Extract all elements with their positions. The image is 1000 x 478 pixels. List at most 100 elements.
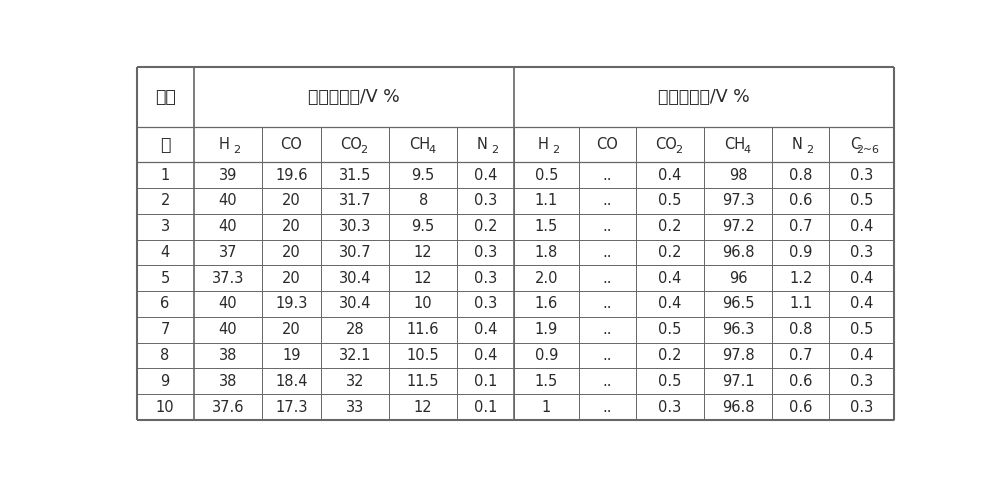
Text: 40: 40: [218, 194, 237, 208]
Text: CO: CO: [596, 137, 618, 152]
Text: 1.1: 1.1: [789, 296, 812, 312]
Text: 2.0: 2.0: [535, 271, 558, 286]
Text: 1.6: 1.6: [535, 296, 558, 312]
Text: 0.4: 0.4: [850, 348, 873, 363]
Text: 例: 例: [160, 136, 170, 154]
Text: 20: 20: [282, 219, 301, 234]
Text: ..: ..: [603, 322, 612, 337]
Text: ..: ..: [603, 296, 612, 312]
Text: 0.5: 0.5: [850, 194, 873, 208]
Text: 1.9: 1.9: [535, 322, 558, 337]
Text: 5: 5: [160, 271, 170, 286]
Text: 20: 20: [282, 322, 301, 337]
Text: 2: 2: [807, 145, 814, 155]
Text: 19: 19: [282, 348, 301, 363]
Text: CO: CO: [655, 137, 677, 152]
Text: 0.6: 0.6: [789, 194, 813, 208]
Text: 0.3: 0.3: [850, 245, 873, 260]
Text: 0.2: 0.2: [474, 219, 498, 234]
Text: 0.4: 0.4: [850, 296, 873, 312]
Text: 97.1: 97.1: [722, 374, 755, 389]
Text: 0.4: 0.4: [474, 348, 497, 363]
Text: 4: 4: [744, 145, 751, 155]
Text: 0.5: 0.5: [658, 194, 682, 208]
Text: 2: 2: [361, 145, 368, 155]
Text: 1: 1: [542, 400, 551, 414]
Text: 11.6: 11.6: [407, 322, 439, 337]
Text: 0.3: 0.3: [474, 296, 497, 312]
Text: 1.5: 1.5: [535, 374, 558, 389]
Text: 37.6: 37.6: [211, 400, 244, 414]
Text: 2: 2: [552, 145, 559, 155]
Text: 9: 9: [160, 374, 170, 389]
Text: N: N: [792, 137, 802, 152]
Text: 2: 2: [492, 145, 499, 155]
Text: 0.4: 0.4: [850, 271, 873, 286]
Text: 40: 40: [218, 322, 237, 337]
Text: 1.8: 1.8: [535, 245, 558, 260]
Text: 0.9: 0.9: [535, 348, 558, 363]
Text: 0.7: 0.7: [789, 219, 813, 234]
Text: ..: ..: [603, 168, 612, 183]
Text: 0.6: 0.6: [789, 400, 813, 414]
Text: CH: CH: [409, 137, 430, 152]
Text: 3: 3: [161, 219, 170, 234]
Text: N: N: [476, 137, 487, 152]
Text: ..: ..: [603, 194, 612, 208]
Text: 96.8: 96.8: [722, 245, 754, 260]
Text: 0.3: 0.3: [850, 374, 873, 389]
Text: 6: 6: [160, 296, 170, 312]
Text: 0.5: 0.5: [658, 374, 682, 389]
Text: 31.5: 31.5: [339, 168, 371, 183]
Text: 2: 2: [160, 194, 170, 208]
Text: 7: 7: [160, 322, 170, 337]
Text: 8: 8: [160, 348, 170, 363]
Text: 0.1: 0.1: [474, 374, 497, 389]
Text: 4: 4: [429, 145, 436, 155]
Text: 20: 20: [282, 271, 301, 286]
Text: 0.2: 0.2: [658, 348, 682, 363]
Text: 12: 12: [414, 271, 432, 286]
Text: 97.8: 97.8: [722, 348, 755, 363]
Text: 0.3: 0.3: [850, 400, 873, 414]
Text: 0.6: 0.6: [789, 374, 813, 389]
Text: 原料气组成/V %: 原料气组成/V %: [308, 88, 400, 106]
Text: 30.4: 30.4: [339, 296, 371, 312]
Text: 12: 12: [414, 400, 432, 414]
Text: 17.3: 17.3: [275, 400, 308, 414]
Text: 96.3: 96.3: [722, 322, 754, 337]
Text: 0.4: 0.4: [658, 168, 682, 183]
Text: 30.7: 30.7: [339, 245, 371, 260]
Text: 33: 33: [346, 400, 364, 414]
Text: ..: ..: [603, 219, 612, 234]
Text: CH: CH: [724, 137, 745, 152]
Text: 19.6: 19.6: [275, 168, 308, 183]
Text: 9.5: 9.5: [412, 168, 435, 183]
Text: 0.4: 0.4: [658, 296, 682, 312]
Text: 0.8: 0.8: [789, 168, 813, 183]
Text: CO: CO: [340, 137, 362, 152]
Text: H: H: [218, 137, 229, 152]
Text: 12: 12: [414, 245, 432, 260]
Text: 2: 2: [676, 145, 683, 155]
Text: 0.4: 0.4: [850, 219, 873, 234]
Text: 19.3: 19.3: [275, 296, 307, 312]
Text: 0.3: 0.3: [850, 168, 873, 183]
Text: 4: 4: [160, 245, 170, 260]
Text: 0.5: 0.5: [850, 322, 873, 337]
Text: CO: CO: [280, 137, 302, 152]
Text: 98: 98: [729, 168, 747, 183]
Text: 0.5: 0.5: [535, 168, 558, 183]
Text: 0.1: 0.1: [474, 400, 497, 414]
Text: 32.1: 32.1: [339, 348, 371, 363]
Text: 0.4: 0.4: [474, 322, 497, 337]
Text: 28: 28: [346, 322, 364, 337]
Text: 96.5: 96.5: [722, 296, 754, 312]
Text: 0.3: 0.3: [474, 194, 497, 208]
Text: 39: 39: [219, 168, 237, 183]
Text: 32: 32: [346, 374, 364, 389]
Text: ..: ..: [603, 271, 612, 286]
Text: 10: 10: [156, 400, 174, 414]
Text: 96: 96: [729, 271, 747, 286]
Text: 20: 20: [282, 194, 301, 208]
